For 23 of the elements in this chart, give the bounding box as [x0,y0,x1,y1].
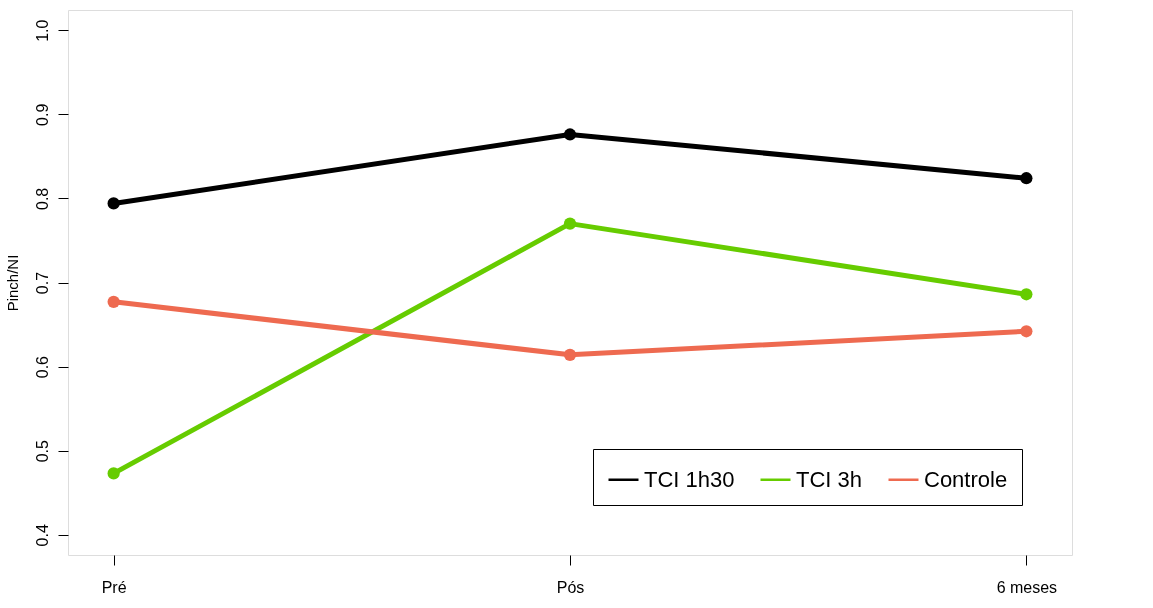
y-axis-title: Pinch/NI [3,254,21,312]
legend-label: Controle [924,466,1008,492]
point [107,467,120,480]
y-tick-label: 0.5 [33,439,51,463]
y-tick-label: 0.8 [33,187,51,211]
point [1020,172,1033,185]
point [1020,325,1033,338]
x-tick-label: Pós [556,578,585,596]
y-tick-label: 0.4 [33,524,51,547]
point [563,348,577,361]
y-tick-label: 0.9 [33,103,51,126]
x-tick-label: Pré [101,578,127,596]
x-tick-label: 6 meses [996,578,1058,596]
y-tick-label: 0.7 [33,271,51,295]
y-tick-label: 0.6 [33,355,51,379]
legend-label: TCI 1h30 [644,466,735,492]
point [563,128,577,141]
legend-label: TCI 3h [796,466,863,492]
point [107,295,120,308]
point [1020,288,1033,301]
y-tick-label: 1.0 [33,19,51,42]
point [563,217,577,230]
point [107,197,120,210]
